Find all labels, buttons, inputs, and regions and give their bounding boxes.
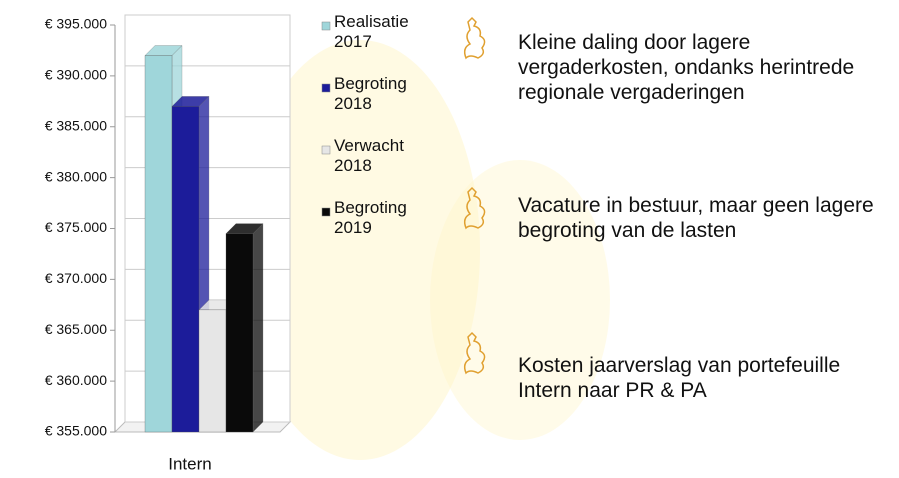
y-tick-label: € 365.000 [45,321,107,337]
background-decoration [430,160,610,440]
bar [144,55,173,433]
bar [171,106,200,433]
y-tick-label: € 385.000 [45,117,107,133]
y-tick-label: € 375.000 [45,219,107,235]
annotation: Kosten jaarverslag van portefeuille Inte… [518,354,841,402]
legend-label: Realisatie 2017 [334,12,409,51]
legend-label: Begroting 2018 [334,74,407,113]
y-tick-label: € 360.000 [45,372,107,388]
annotation: Vacature in bestuur, maar geen lagere be… [518,194,874,242]
legend-swatch [321,83,331,93]
annotation: Kleine daling door lagere vergaderkosten… [518,31,855,104]
bullet-icon-shape [463,331,486,375]
bullet-icon [463,331,486,375]
bar [198,309,227,433]
y-tick-label: € 395.000 [45,16,107,32]
legend-label: Verwacht 2018 [334,136,404,175]
bar [225,233,254,433]
bar-side [252,223,264,433]
y-tick-label: € 355.000 [45,423,107,439]
bullet-icon [463,186,486,230]
background-decoration [240,40,480,460]
legend-label: Begroting 2019 [334,198,407,237]
legend-swatch [321,21,331,31]
legend-swatch [321,207,331,217]
y-tick-label: € 390.000 [45,67,107,83]
bullet-icon-shape [463,186,486,230]
bullet-icon-shape [463,16,486,60]
legend-swatch [321,145,331,155]
y-tick-label: € 380.000 [45,168,107,184]
x-tick-label: Intern [168,454,211,473]
y-tick-label: € 370.000 [45,270,107,286]
bullet-icon [463,16,486,60]
